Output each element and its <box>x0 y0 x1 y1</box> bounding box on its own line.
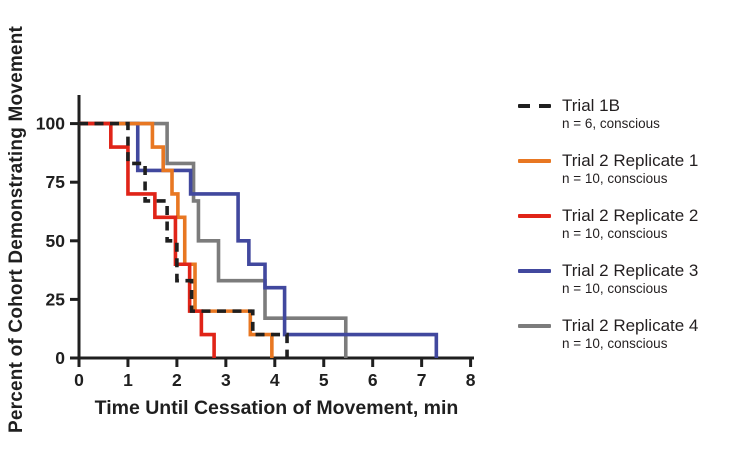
legend-entry-trial-2-replicate-4: Trial 2 Replicate 4 n = 10, conscious <box>518 316 743 352</box>
x-tick-label: 4 <box>270 370 280 390</box>
legend-series-name: Trial 2 Replicate 3 <box>562 261 699 280</box>
x-tick-label: 2 <box>172 370 182 390</box>
x-tick-label: 6 <box>368 370 378 390</box>
curve-trial-2-replicate-2 <box>79 121 216 358</box>
y-tick-label: 25 <box>46 289 66 309</box>
curve-trial-2-replicate-1 <box>79 121 274 358</box>
legend-series-subtitle: n = 6, conscious <box>562 116 660 131</box>
legend-series-subtitle: n = 10, conscious <box>562 171 668 186</box>
legend-entry-trial-2-replicate-1: Trial 2 Replicate 1 n = 10, conscious <box>518 151 743 187</box>
legend-series-name: Trial 2 Replicate 4 <box>562 316 699 335</box>
legend-series-name: Trial 2 Replicate 1 <box>562 151 699 170</box>
legend-labels: Trial 2 Replicate 2 n = 10, conscious <box>562 206 698 242</box>
x-tick-label: 0 <box>74 370 84 390</box>
y-tick-label: 100 <box>36 114 65 134</box>
legend-labels: Trial 2 Replicate 3 n = 10, conscious <box>562 261 698 297</box>
y-tick-label: 0 <box>55 348 65 368</box>
y-axis-title: Percent of Cohort Demonstrating Movement <box>6 25 27 434</box>
legend-labels: Trial 2 Replicate 4 n = 10, conscious <box>562 316 698 352</box>
x-tick-label: 3 <box>221 370 231 390</box>
x-tick-label: 7 <box>417 370 427 390</box>
curve-trial-2-replicate-4 <box>79 121 348 358</box>
y-tick-label: 50 <box>46 231 66 251</box>
y-tick-label: 75 <box>46 172 66 192</box>
legend-entry-trial-2-replicate-2: Trial 2 Replicate 2 n = 10, conscious <box>518 206 743 242</box>
legend-line-swatch <box>518 324 551 328</box>
legend-series-name: Trial 2 Replicate 2 <box>562 206 699 225</box>
legend-series-subtitle: n = 10, conscious <box>562 336 668 351</box>
x-axis-title: Time Until Cessation of Movement, min <box>94 397 459 419</box>
legend-entry-trial-2-replicate-3: Trial 2 Replicate 3 n = 10, conscious <box>518 261 743 297</box>
legend-series-subtitle: n = 10, conscious <box>562 226 668 241</box>
legend-line-swatch <box>518 269 551 273</box>
curve-trial-2-replicate-3 <box>79 121 439 358</box>
legend-labels: Trial 1B n = 6, conscious <box>562 96 660 132</box>
legend-line-swatch-dashed <box>518 104 551 108</box>
curve-trial-1b <box>79 121 289 358</box>
x-tick-label: 1 <box>123 370 133 390</box>
legend: Trial 1B n = 6, conscious Trial 2 Replic… <box>518 96 743 352</box>
legend-line-swatch <box>518 214 551 218</box>
legend-series-subtitle: n = 10, conscious <box>562 281 668 296</box>
x-tick-label: 5 <box>319 370 329 390</box>
x-tick-label: 8 <box>466 370 476 390</box>
legend-series-name: Trial 1B <box>562 96 620 115</box>
legend-line-swatch <box>518 159 551 163</box>
legend-labels: Trial 2 Replicate 1 n = 10, conscious <box>562 151 698 187</box>
legend-entry-trial-1b: Trial 1B n = 6, conscious <box>518 96 743 132</box>
